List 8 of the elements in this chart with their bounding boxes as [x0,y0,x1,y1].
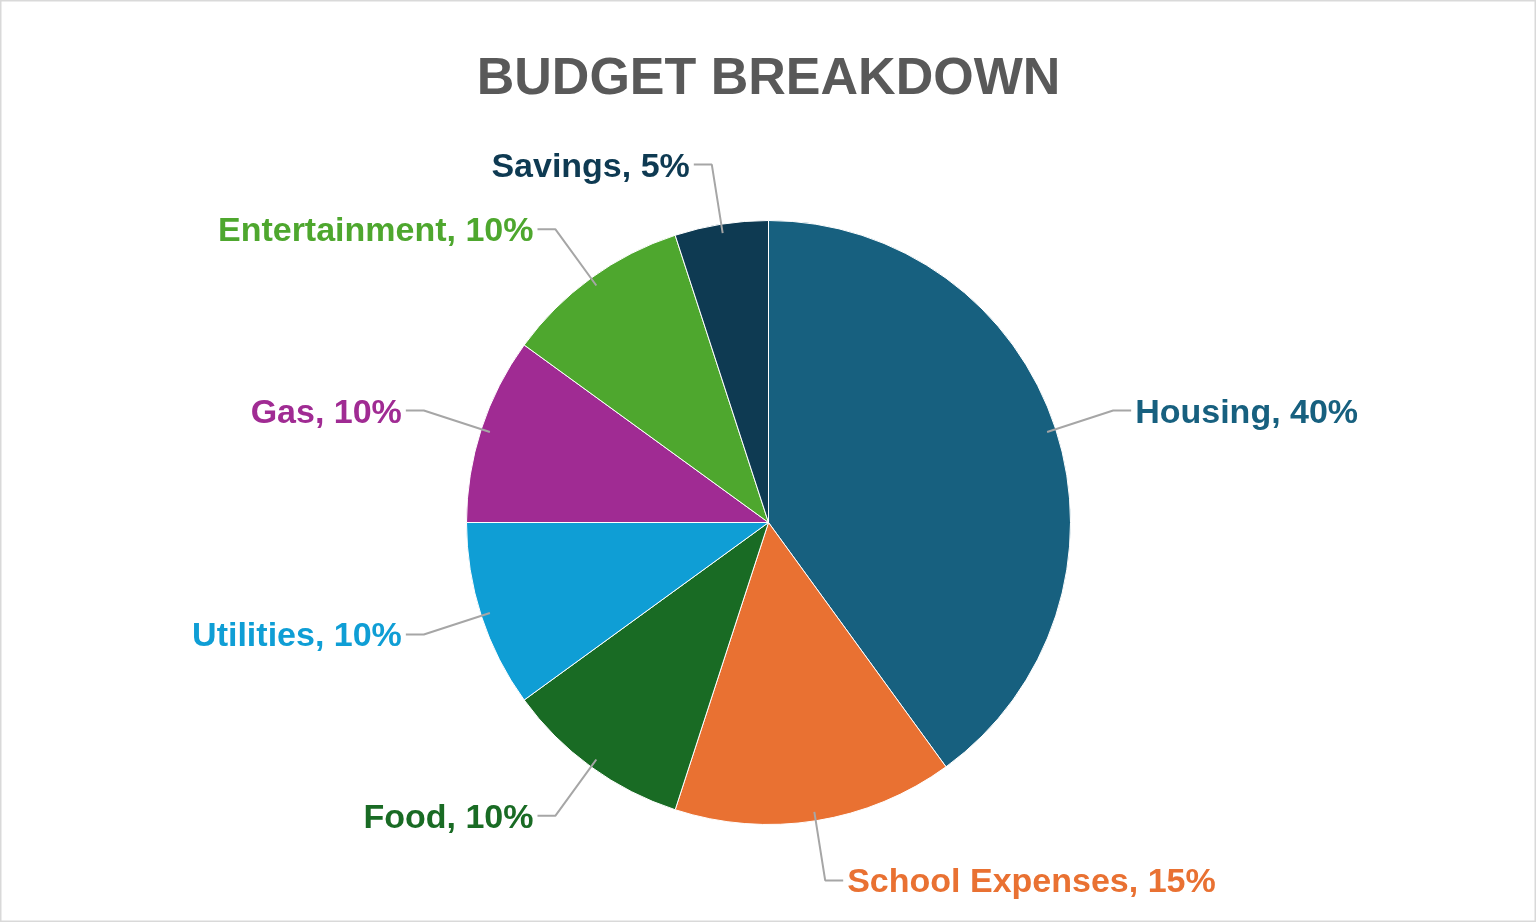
slice-label: Savings, 5% [491,145,690,184]
slice-label: Housing, 40% [1135,391,1359,430]
slice-label: School Expenses, 15% [847,861,1216,900]
slice-label: Food, 10% [363,796,534,835]
chart-title: BUDGET BREAKDOWN [476,46,1061,105]
slice-label: Utilities, 10% [192,615,402,654]
slice-label: Gas, 10% [250,391,402,430]
slice-label: Entertainment, 10% [217,210,534,249]
